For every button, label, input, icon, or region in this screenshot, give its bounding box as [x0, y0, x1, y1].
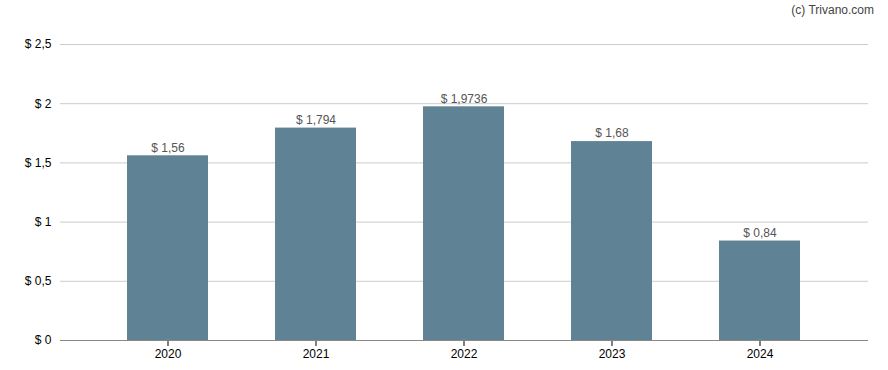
svg-text:$ 1,9736: $ 1,9736: [441, 92, 488, 106]
svg-text:$ 1,5: $ 1,5: [25, 156, 52, 170]
svg-text:$ 1,68: $ 1,68: [595, 126, 629, 140]
svg-text:$ 0,84: $ 0,84: [743, 226, 777, 240]
svg-text:2024: 2024: [747, 347, 774, 361]
svg-text:$ 2: $ 2: [35, 97, 52, 111]
svg-text:2020: 2020: [155, 347, 182, 361]
svg-text:$ 0,5: $ 0,5: [25, 274, 52, 288]
svg-text:$ 2,5: $ 2,5: [25, 37, 52, 51]
svg-text:$ 0: $ 0: [35, 333, 52, 347]
svg-text:2023: 2023: [599, 347, 626, 361]
html-text:(c) Trivano.com: (c) Trivano.com: [791, 3, 874, 17]
svg-text:2022: 2022: [451, 347, 478, 361]
svg-text:$ 1,794: $ 1,794: [296, 113, 336, 127]
svg-text:2021: 2021: [303, 347, 330, 361]
svg-text:$ 1: $ 1: [35, 215, 52, 229]
svg-text:$ 1,56: $ 1,56: [151, 141, 185, 155]
